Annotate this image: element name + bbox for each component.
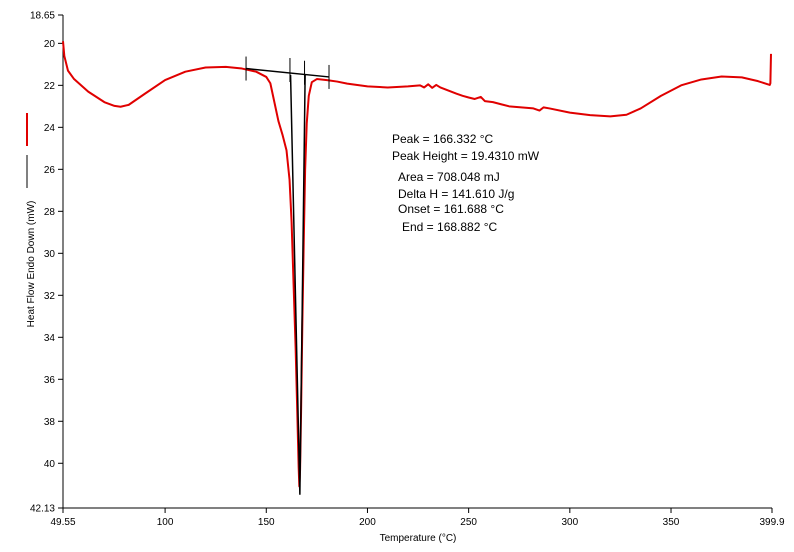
y-tick-label: 38 (44, 417, 56, 428)
y-tick-label: 42.13 (30, 504, 55, 515)
x-tick-label: 100 (157, 517, 174, 528)
y-tick-label: 36 (44, 375, 56, 386)
y-tick-label: 26 (44, 165, 56, 176)
x-tick-label: 350 (663, 517, 680, 528)
x-axis-ticks: 49.55 100 150 200 250 300 350 399.9 (50, 508, 785, 528)
y-tick-label: 18.65 (30, 11, 55, 22)
x-tick-label: 300 (561, 517, 578, 528)
x-tick-label: 250 (460, 517, 477, 528)
x-tick-label: 49.55 (50, 517, 75, 528)
y-axis-title: Heat Flow Endo Down (mW) (26, 201, 37, 328)
x-tick-label: 399.9 (759, 517, 784, 528)
annotation-delta-h: Delta H = 141.610 J/g (398, 187, 514, 201)
x-tick-label: 150 (258, 517, 275, 528)
y-tick-label: 22 (44, 81, 56, 92)
annotation-end: End = 168.882 °C (402, 220, 498, 234)
annotation-peak-height: Peak Height = 19.4310 mW (392, 149, 540, 163)
x-tick-label: 200 (359, 517, 376, 528)
y-tick-label: 32 (44, 291, 56, 302)
annotation-area: Area = 708.048 mJ (398, 170, 500, 184)
data-series (62, 41, 772, 495)
integration-line (289, 74, 306, 495)
x-axis-title: Temperature (°C) (380, 533, 457, 544)
y-tick-label: 40 (44, 459, 56, 470)
y-tick-label: 24 (44, 123, 56, 134)
y-tick-label: 20 (44, 39, 56, 50)
axes (62, 15, 772, 509)
peak-annotations: Peak = 166.332 °C Peak Height = 19.4310 … (392, 132, 540, 234)
annotation-peak: Peak = 166.332 °C (392, 132, 494, 146)
y-tick-label: 34 (44, 333, 56, 344)
y-tick-label: 28 (44, 207, 56, 218)
baseline-line (245, 67, 330, 78)
y-tick-label: 30 (44, 249, 56, 260)
y-axis-ticks: 18.65 20 22 24 26 28 30 32 34 36 38 40 42.13 (30, 11, 63, 515)
heat-flow-curve (62, 41, 772, 488)
annotation-onset: Onset = 161.688 °C (398, 202, 504, 216)
